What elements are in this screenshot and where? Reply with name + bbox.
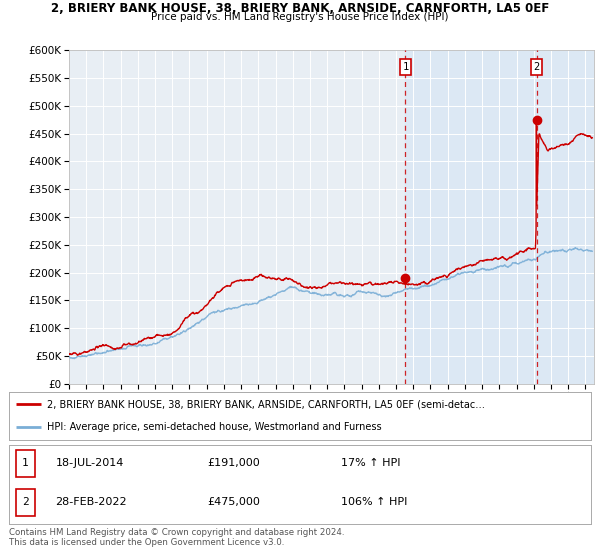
Text: 18-JUL-2014: 18-JUL-2014 [56, 458, 124, 468]
Text: HPI: Average price, semi-detached house, Westmorland and Furness: HPI: Average price, semi-detached house,… [47, 422, 382, 432]
Text: £191,000: £191,000 [207, 458, 260, 468]
Text: 106% ↑ HPI: 106% ↑ HPI [341, 497, 407, 507]
Text: £475,000: £475,000 [207, 497, 260, 507]
Bar [16, 489, 35, 516]
Text: 2, BRIERY BANK HOUSE, 38, BRIERY BANK, ARNSIDE, CARNFORTH, LA5 0EF: 2, BRIERY BANK HOUSE, 38, BRIERY BANK, A… [51, 2, 549, 15]
Text: 2: 2 [22, 497, 29, 507]
Bar [16, 450, 35, 477]
Text: Price paid vs. HM Land Registry's House Price Index (HPI): Price paid vs. HM Land Registry's House … [151, 12, 449, 22]
Text: 2: 2 [533, 62, 539, 72]
Text: 28-FEB-2022: 28-FEB-2022 [56, 497, 127, 507]
Text: 1: 1 [402, 62, 409, 72]
Text: 1: 1 [22, 458, 29, 468]
Text: Contains HM Land Registry data © Crown copyright and database right 2024.
This d: Contains HM Land Registry data © Crown c… [9, 528, 344, 547]
Text: 17% ↑ HPI: 17% ↑ HPI [341, 458, 400, 468]
Bar [406, 50, 600, 384]
Text: 2, BRIERY BANK HOUSE, 38, BRIERY BANK, ARNSIDE, CARNFORTH, LA5 0EF (semi-detac…: 2, BRIERY BANK HOUSE, 38, BRIERY BANK, A… [47, 399, 485, 409]
